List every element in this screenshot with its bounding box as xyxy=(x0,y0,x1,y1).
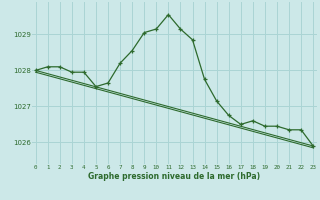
X-axis label: Graphe pression niveau de la mer (hPa): Graphe pression niveau de la mer (hPa) xyxy=(88,172,260,181)
